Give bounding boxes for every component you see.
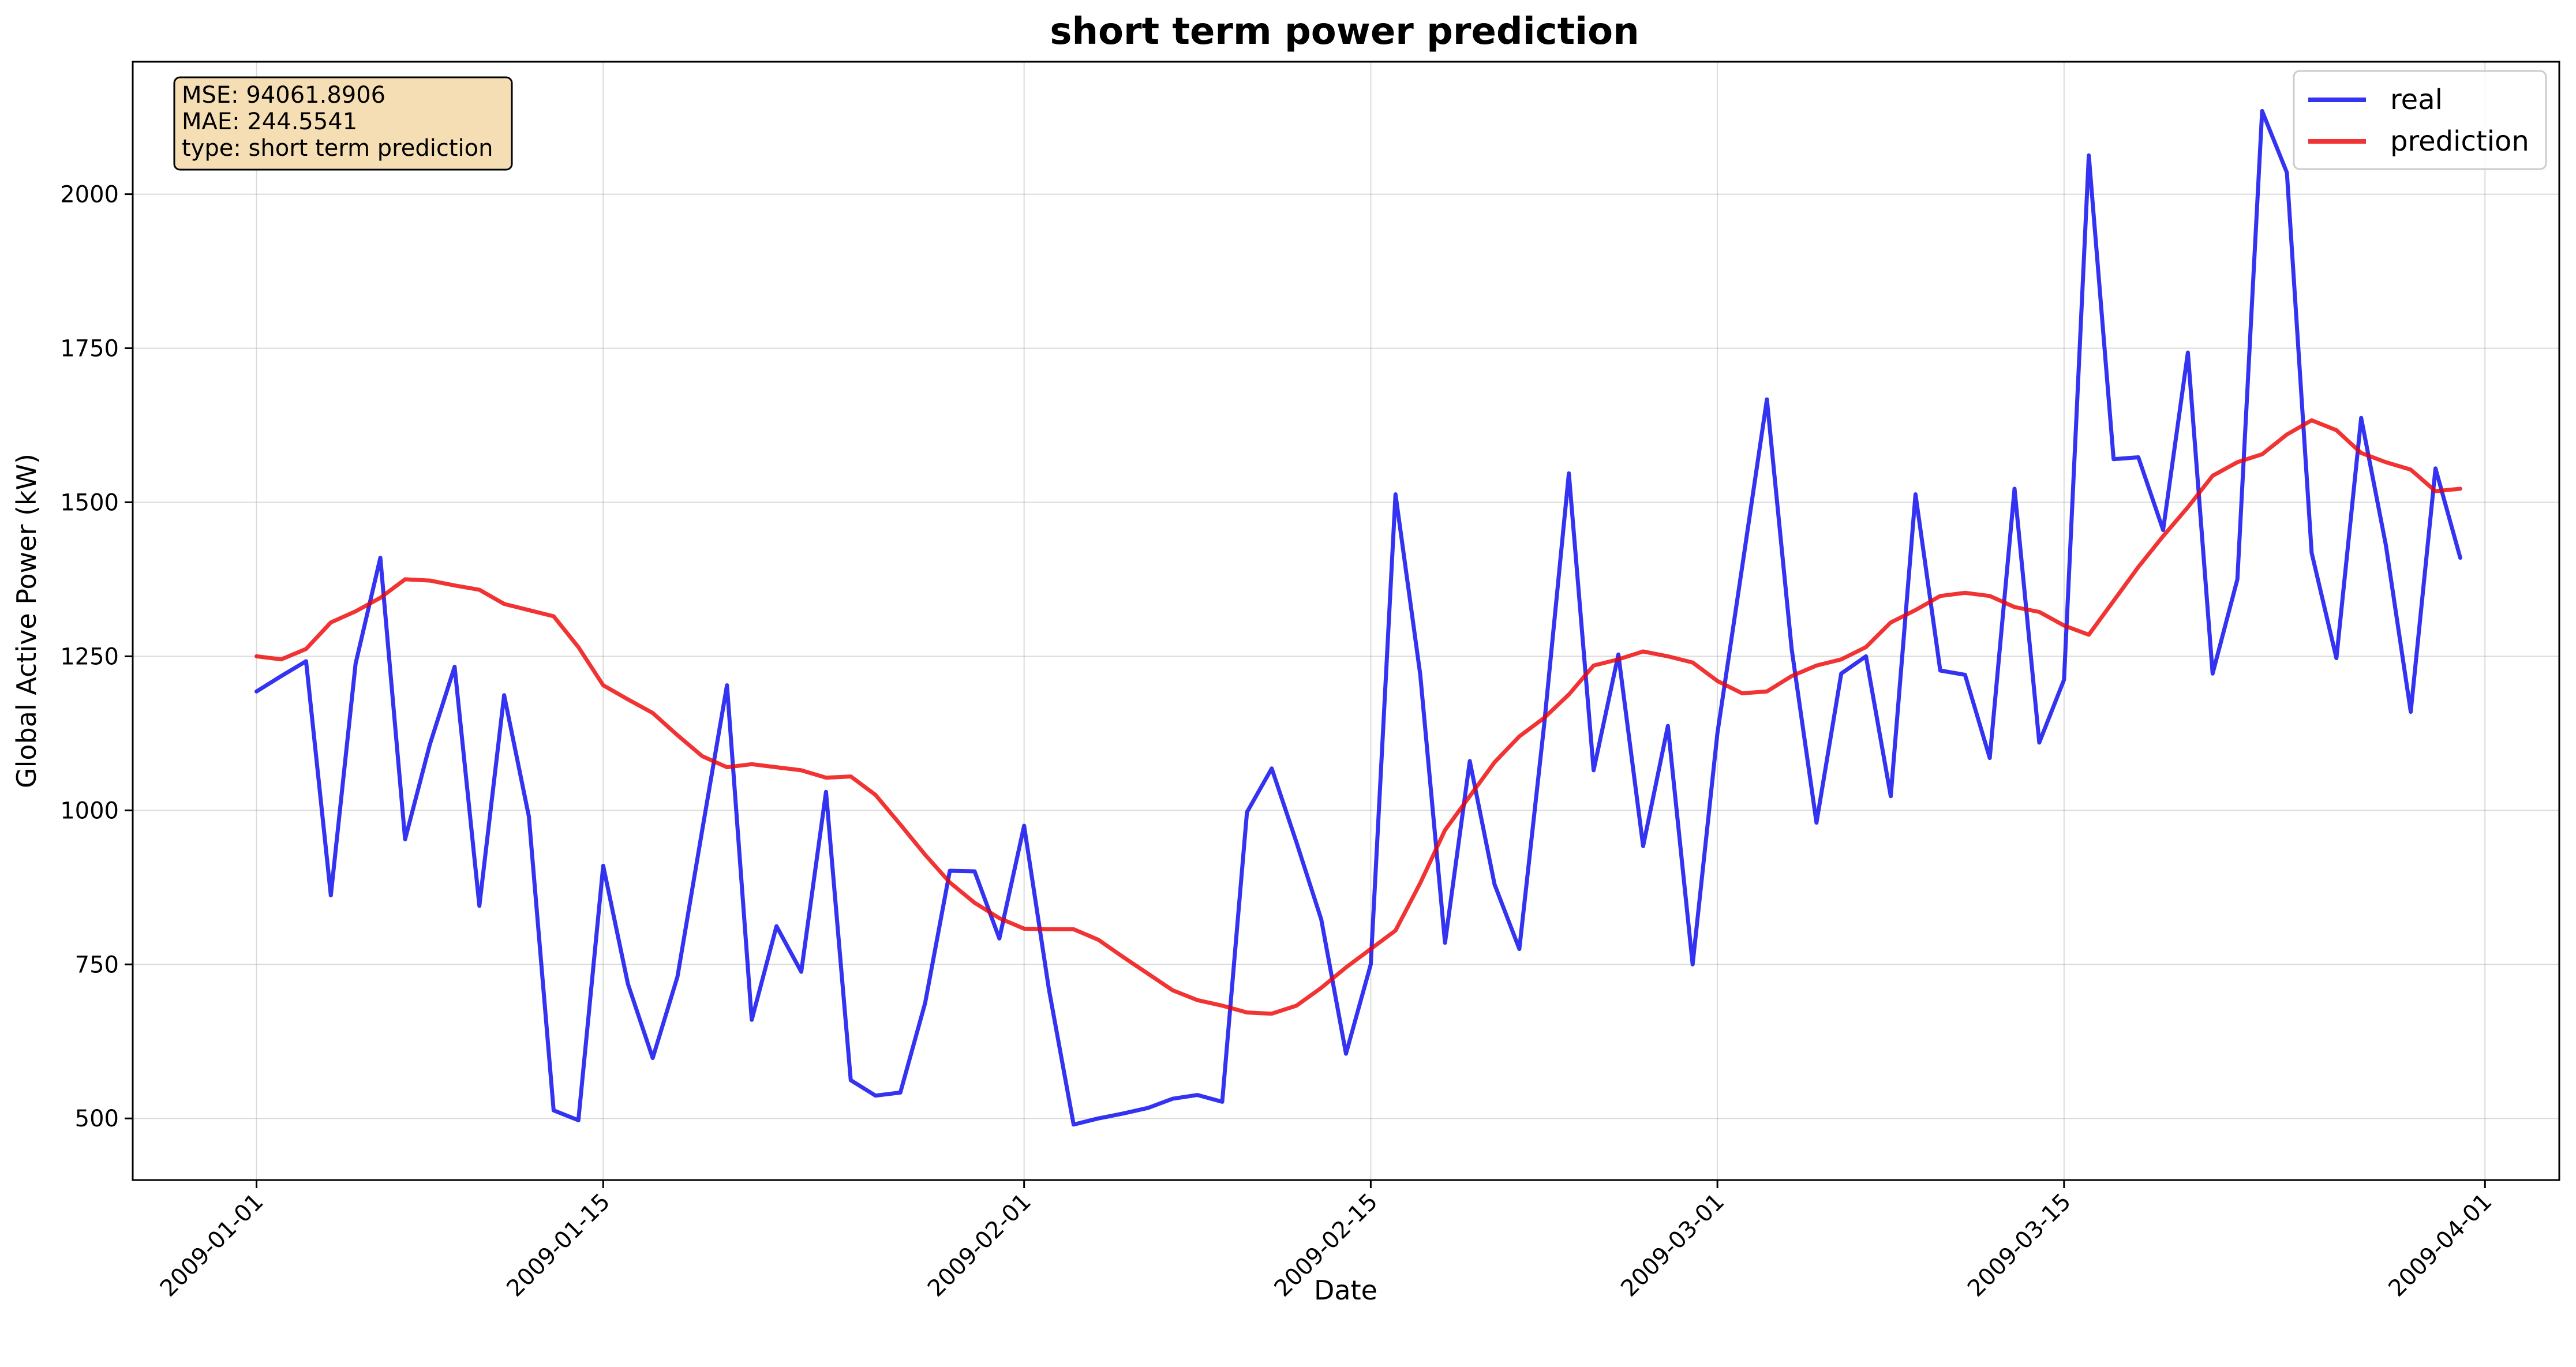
stats-annotation-box [173,76,513,171]
legend-label-real: real [2390,84,2443,116]
legend: real prediction [2293,70,2547,170]
stats-mae: MAE: 244.5541 [182,108,357,135]
stats-mse: MSE: 94061.8906 [182,82,385,108]
y-tick-label: 500 [75,1106,119,1132]
chart-title: short term power prediction [1050,10,1639,53]
legend-box [2293,70,2547,170]
stats-type: type: short term prediction [182,135,493,162]
y-tick-label: 1250 [60,643,119,670]
legend-label-prediction: prediction [2390,125,2529,158]
y-tick-label: 1500 [60,489,119,516]
plot-frame [132,61,2560,1181]
series-line-real [254,108,2462,1127]
y-tick-label: 750 [75,952,119,978]
y-axis-label: Global Active Power (kW) [11,454,42,788]
stats-annotation: MSE: 94061.8906 MAE: 244.5541 type: shor… [173,76,513,171]
series-line-prediction [254,418,2462,1016]
x-axis-label: Date [1314,1275,1377,1306]
y-axis-ticks: 500 750 1000 1250 1500 1750 2000 [60,182,133,1132]
y-tick-label: 1000 [60,797,119,824]
series-layer [254,108,2462,1127]
y-tick-label: 2000 [60,182,119,208]
grid [133,62,2559,1180]
y-tick-label: 1750 [60,336,119,362]
